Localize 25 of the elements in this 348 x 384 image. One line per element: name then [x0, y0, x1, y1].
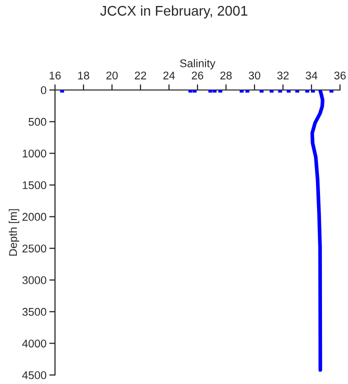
y-tick-label: 4500 [22, 371, 46, 380]
y-tick-label: 3500 [22, 308, 46, 316]
y-axis-title: Depth [m] [8, 209, 20, 256]
y-tick-label: 0 [40, 86, 46, 94]
y-tick-label: 1500 [22, 181, 46, 190]
y-tick-label: 2500 [22, 244, 46, 252]
line-series [310, 90, 324, 372]
chart-title: JCCX in February, 2001 [100, 6, 248, 18]
x-tick-label: 18 [78, 72, 90, 80]
x-tick-label: 28 [220, 72, 232, 80]
x-tick-label: 34 [306, 72, 318, 80]
x-tick-label: 36 [334, 72, 346, 80]
y-tick-label: 2000 [22, 212, 46, 221]
x-tick-label: 16 [50, 72, 61, 80]
x-tick-label: 24 [163, 72, 175, 80]
x-tick-label: 22 [134, 72, 146, 80]
x-tick-label: 26 [192, 72, 204, 80]
y-tick-label: 1000 [22, 150, 46, 158]
y-tick-label: 4000 [22, 340, 46, 348]
x-tick-label: 30 [248, 72, 260, 80]
x-tick-label: 32 [277, 72, 289, 80]
y-tick-label: 500 [28, 118, 46, 126]
x-axis-title: Salinity [180, 59, 216, 70]
y-tick-label: 3000 [22, 276, 46, 284]
x-tick-label: 20 [106, 72, 118, 80]
